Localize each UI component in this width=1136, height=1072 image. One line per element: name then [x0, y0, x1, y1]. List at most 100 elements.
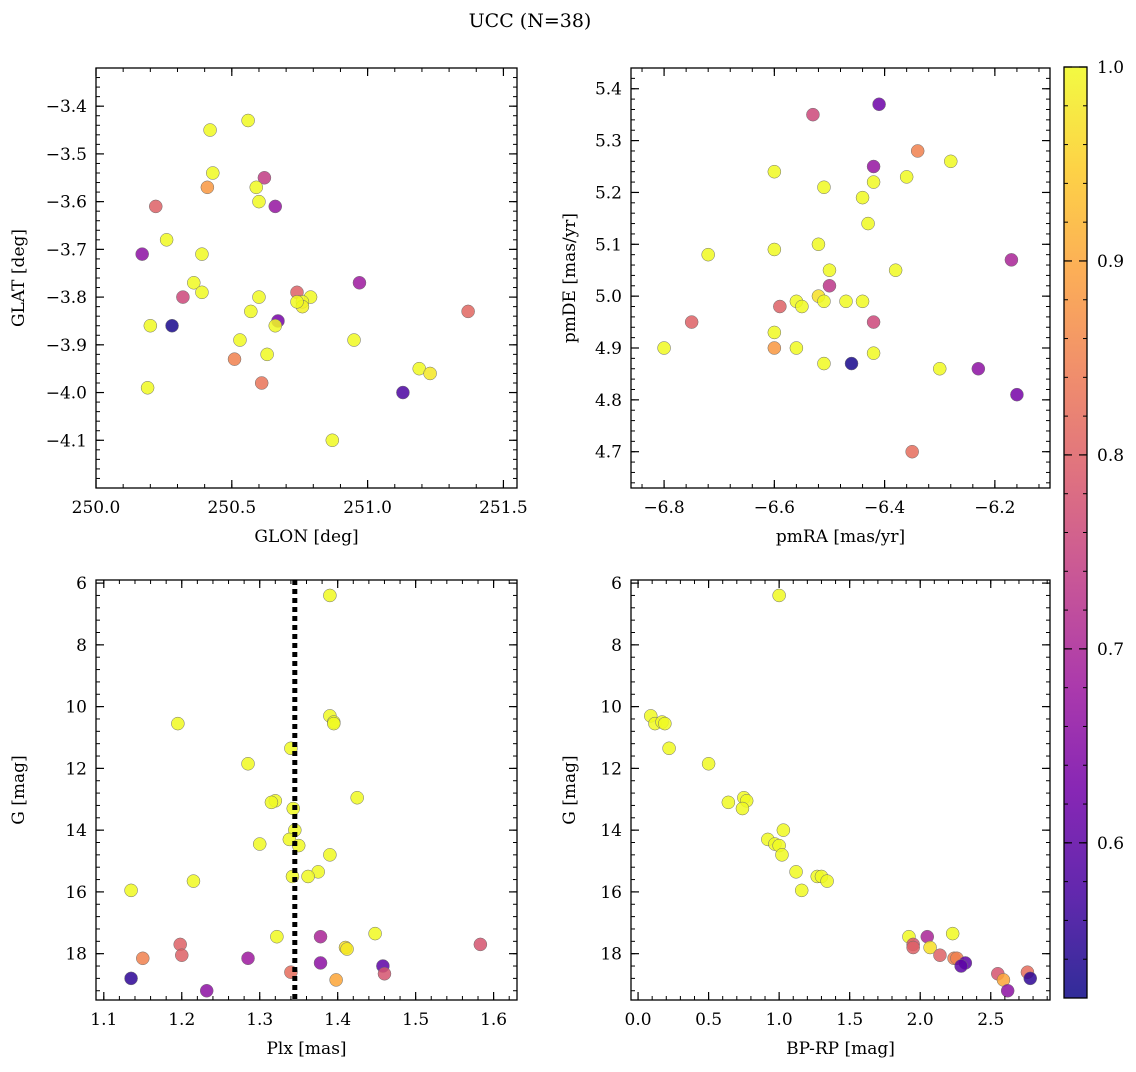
data-point	[844, 356, 859, 371]
data-point	[176, 290, 190, 304]
data-point	[473, 937, 488, 952]
x-tick-label: 1.6	[480, 1010, 507, 1030]
data-point	[945, 926, 960, 941]
y-tick-label: −3.8	[46, 288, 87, 308]
data-point	[657, 341, 671, 355]
y-tick-label: −3.7	[46, 240, 87, 260]
data-point	[252, 290, 266, 304]
colorbar-tick-label: 0.9	[1097, 252, 1124, 272]
data-point	[932, 361, 947, 376]
x-tick-label: −6.6	[754, 498, 795, 518]
data-point	[260, 347, 274, 362]
data-point	[327, 716, 341, 731]
data-point	[135, 247, 149, 261]
colorbar-tick-label: 0.7	[1097, 640, 1124, 660]
x-tick-label: −6.4	[864, 498, 905, 518]
panel-bprp_g: 0.0 0.5 1.0 1.5 2.0 2.5 6 8 10 12 14 16 18 BP-RP [mag…	[560, 574, 1051, 1059]
data-point	[199, 983, 214, 998]
data-point	[944, 154, 958, 169]
y-tick-label: 16	[65, 883, 87, 903]
x-tick-label: −6.2	[974, 498, 1015, 518]
data-point	[233, 333, 247, 347]
data-point	[195, 247, 209, 261]
y-tick-label: 12	[65, 759, 87, 779]
data-point	[241, 951, 255, 966]
data-point	[140, 381, 155, 395]
data-point	[954, 959, 968, 973]
data-point	[773, 299, 787, 314]
data-point	[776, 823, 791, 837]
data-point	[1023, 971, 1037, 986]
data-point	[206, 166, 220, 180]
data-point	[352, 276, 367, 290]
y-tick-label: 4.7	[595, 443, 622, 463]
x-axis-label: GLON [deg]	[254, 527, 358, 547]
y-tick-label: 14	[65, 821, 87, 841]
data-point	[817, 180, 831, 195]
data-point	[264, 795, 279, 810]
data-point	[195, 285, 209, 300]
y-tick-label: 18	[600, 945, 622, 965]
x-tick-label: 0.0	[625, 1010, 652, 1030]
data-point	[329, 973, 343, 987]
colorbar: 0.6 0.7 0.8 0.9 1.0	[1063, 58, 1124, 999]
data-point	[872, 97, 886, 112]
data-point	[789, 865, 803, 879]
y-tick-label: −3.9	[46, 336, 87, 356]
data-point	[268, 199, 283, 214]
data-point	[767, 164, 782, 179]
data-point	[795, 299, 809, 314]
data-point	[461, 304, 475, 319]
x-tick-label: 1.5	[836, 1010, 863, 1030]
data-point	[249, 180, 264, 195]
data-point	[906, 940, 920, 955]
data-point	[866, 175, 881, 189]
data-point	[888, 263, 903, 277]
data-point	[866, 159, 881, 174]
y-tick-label: 10	[65, 698, 87, 718]
data-point	[171, 716, 185, 731]
panel-glon_glat: 250.0 250.5 251.0 251.5 −3.4 −3.5 −3.6 −3.7 −3.8…	[9, 67, 528, 547]
data-point	[396, 385, 410, 400]
data-point	[767, 242, 782, 257]
data-point	[301, 869, 315, 884]
y-tick-label: 5.1	[595, 235, 622, 255]
data-point	[855, 190, 870, 205]
data-point	[323, 848, 337, 862]
data-point	[701, 757, 716, 771]
x-tick-label: 0.5	[695, 1010, 722, 1030]
data-point	[658, 716, 672, 731]
data-point	[861, 216, 875, 231]
colorbar-tick-label: 0.8	[1097, 446, 1124, 466]
colorbar-fill	[1064, 67, 1087, 998]
y-tick-label: −4.0	[46, 384, 87, 404]
x-tick-label: 2.5	[977, 1010, 1004, 1030]
data-point	[290, 295, 304, 309]
x-tick-label: 1.0	[766, 1010, 793, 1030]
x-tick-label: 250.5	[207, 498, 256, 518]
minor-ticks	[631, 67, 1050, 488]
data-point	[923, 940, 937, 955]
data-point	[866, 315, 881, 329]
axes-frame	[95, 579, 518, 1001]
data-point	[767, 325, 782, 340]
data-point	[227, 352, 242, 366]
y-axis-label: pmDE [mas/yr]	[560, 213, 580, 343]
data-point	[772, 588, 786, 603]
data-point	[347, 333, 361, 347]
axes-frame	[95, 67, 518, 489]
data-point	[241, 757, 255, 771]
data-point	[175, 948, 189, 962]
data-point	[817, 294, 831, 309]
y-tick-label: 5.0	[595, 287, 622, 307]
y-tick-label: 6	[611, 574, 622, 594]
data-point	[149, 199, 163, 214]
colorbar-tick-label: 0.6	[1097, 834, 1124, 854]
data-point	[203, 123, 217, 137]
data-point	[136, 951, 150, 966]
data-point	[313, 956, 328, 970]
y-tick-label: 16	[600, 883, 622, 903]
scatter-points	[644, 588, 1037, 998]
data-point	[866, 346, 881, 360]
